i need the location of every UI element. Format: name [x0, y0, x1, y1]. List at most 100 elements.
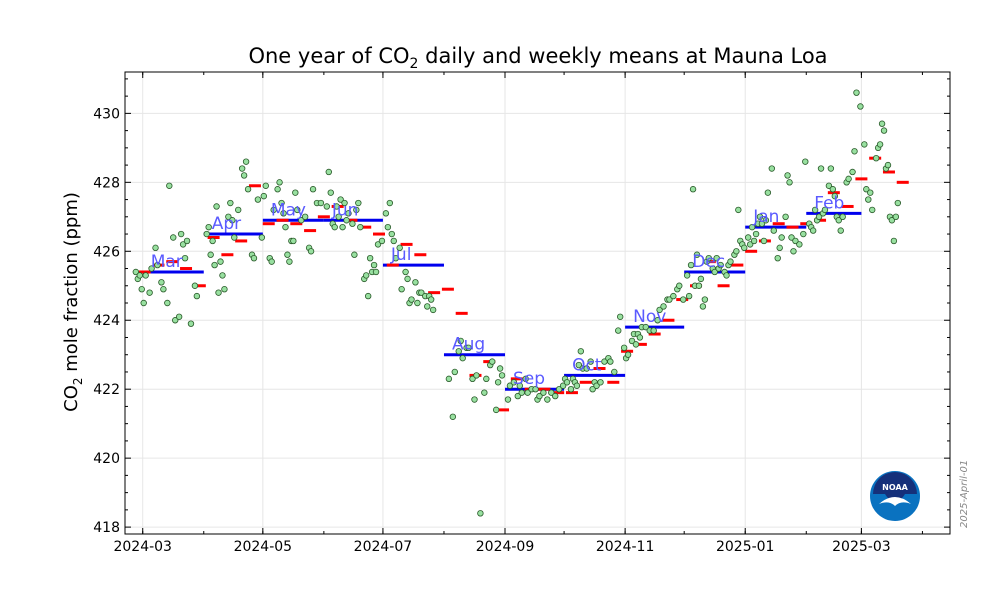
daily-mean-point	[301, 213, 309, 221]
daily-mean-point	[796, 241, 803, 248]
daily-mean-point	[290, 237, 297, 245]
daily-mean-point	[680, 296, 687, 303]
daily-mean-point	[282, 223, 289, 231]
daily-mean-point	[589, 385, 596, 393]
daily-mean-point	[309, 186, 317, 193]
daily-mean-point	[323, 203, 331, 210]
daily-mean-point	[632, 341, 640, 348]
daily-mean-point	[136, 272, 143, 279]
daily-mean-point	[699, 303, 707, 310]
daily-mean-point	[752, 230, 760, 238]
y-tick-label: 426	[93, 244, 120, 260]
daily-mean-point	[166, 182, 173, 189]
daily-mean-point	[496, 365, 504, 372]
daily-mean-point	[504, 396, 512, 403]
noaa-logo-text: NOAA	[882, 483, 908, 492]
daily-mean-point	[611, 368, 618, 376]
daily-mean-point	[687, 261, 695, 269]
daily-mean-point	[654, 317, 661, 324]
daily-mean-point	[370, 261, 378, 269]
daily-mean-point	[880, 127, 888, 134]
daily-mean-point	[449, 413, 457, 420]
x-tick-label: 2024-11	[596, 539, 655, 555]
daily-mean-point	[154, 261, 161, 269]
daily-mean-point	[183, 237, 191, 245]
daily-mean-point	[325, 168, 332, 176]
x-tick-label: 2025-01	[716, 539, 775, 555]
daily-mean-point	[219, 272, 226, 279]
daily-mean-point	[355, 199, 362, 207]
x-tick-label: 2024-07	[354, 539, 413, 555]
daily-mean-point	[158, 279, 165, 286]
daily-mean-point	[865, 196, 872, 203]
daily-mean-point	[656, 306, 663, 314]
daily-mean-point	[207, 251, 214, 258]
daily-mean-point	[872, 154, 880, 162]
month-label: Jun	[331, 200, 359, 220]
daily-mean-point	[258, 234, 266, 241]
daily-mean-point	[741, 244, 748, 252]
daily-mean-point	[378, 237, 386, 245]
daily-mean-point	[364, 292, 372, 300]
daily-mean-point	[733, 248, 740, 255]
daily-mean-point	[164, 299, 171, 307]
daily-mean-point	[863, 186, 870, 193]
daily-mean-point	[286, 258, 293, 265]
daily-mean-point	[697, 275, 705, 283]
daily-mean-point	[693, 251, 701, 258]
daily-mean-point	[445, 375, 453, 383]
daily-mean-point	[524, 389, 531, 396]
daily-mean-point	[628, 337, 636, 345]
daily-mean-point	[583, 365, 590, 372]
daily-mean-point	[540, 389, 547, 396]
daily-mean-point	[853, 89, 860, 96]
daily-mean-point	[518, 389, 525, 396]
chart-title-prefix: One year of CO	[248, 44, 409, 68]
month-label: Sep	[513, 369, 545, 389]
daily-mean-point	[695, 282, 703, 289]
daily-mean-point	[774, 254, 781, 262]
daily-mean-point	[240, 172, 248, 179]
daily-mean-point	[514, 392, 522, 400]
daily-mean-point	[374, 241, 382, 248]
daily-mean-point	[215, 289, 222, 296]
month-label: Oct	[572, 355, 602, 375]
daily-mean-point	[481, 389, 488, 396]
daily-mean-point	[510, 379, 518, 386]
x-tick-labels: 2024-03 2024-05 2024-07 2024-09 2024-11 2025-…	[113, 539, 890, 555]
daily-mean-point	[790, 248, 797, 255]
month-label: Nov	[633, 307, 666, 327]
daily-mean-point	[205, 223, 212, 231]
daily-mean-point	[148, 265, 155, 272]
daily-mean-point	[262, 182, 269, 189]
daily-mean-point	[835, 217, 842, 224]
daily-mean-point	[388, 230, 395, 238]
daily-mean-point	[498, 372, 506, 379]
daily-mean-point	[746, 241, 754, 248]
daily-mean-point	[172, 317, 179, 324]
daily-mean-point	[193, 292, 201, 300]
month-label: Dec	[692, 252, 725, 272]
noaa-logo-wave	[879, 497, 911, 506]
daily-mean-point	[575, 361, 583, 369]
daily-mean-point	[809, 227, 817, 234]
daily-mean-point	[451, 368, 459, 376]
daily-mean-point	[396, 244, 403, 252]
daily-mean-point	[404, 275, 411, 283]
daily-mean-point	[748, 223, 756, 231]
daily-mean-point	[650, 327, 657, 334]
month-label: Aug	[452, 335, 485, 355]
daily-mean-point	[349, 220, 356, 227]
daily-mean-point	[146, 289, 153, 296]
daily-mean-point	[851, 148, 858, 155]
daily-mean-point	[408, 296, 415, 303]
daily-mean-point	[307, 248, 315, 255]
daily-mean-point	[427, 296, 435, 303]
daily-mean-point	[390, 237, 397, 245]
daily-mean-point	[382, 210, 390, 217]
daily-mean-point	[298, 217, 305, 224]
y-axis-title: CO2 mole fraction (ppm)	[61, 192, 85, 412]
daily-mean-point	[292, 189, 299, 196]
daily-mean-point	[544, 396, 551, 403]
